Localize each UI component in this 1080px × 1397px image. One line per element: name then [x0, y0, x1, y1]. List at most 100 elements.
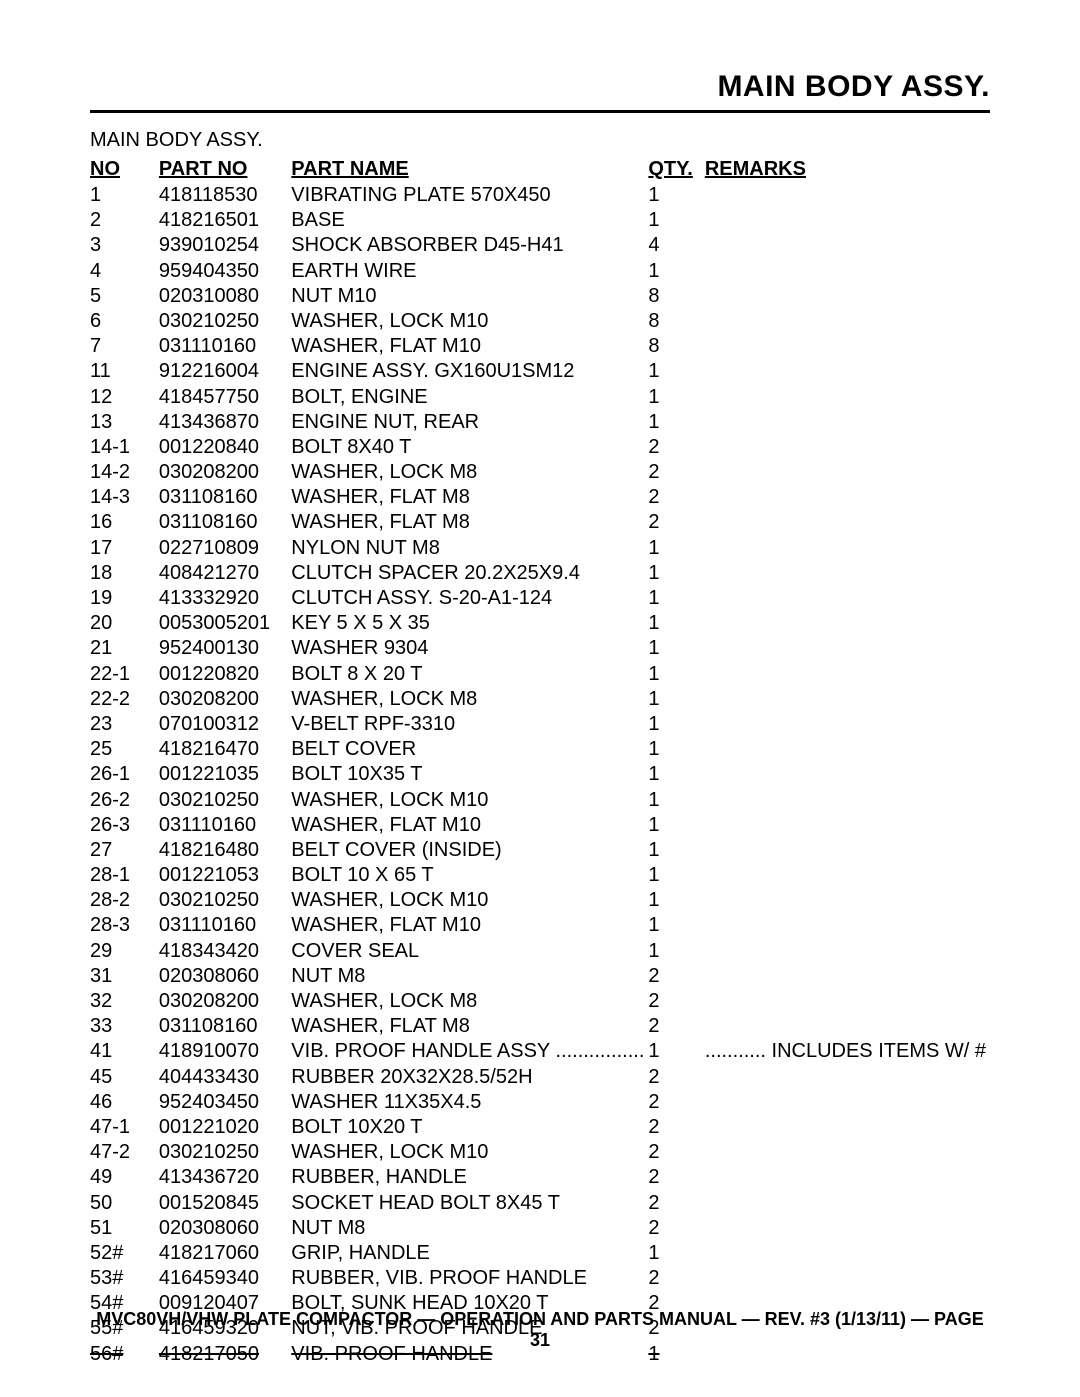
cell-qty: 2 [648, 1140, 704, 1165]
cell-qty: 1 [648, 359, 704, 384]
cell-remarks [705, 510, 990, 535]
cell-part-name: EARTH WIRE [291, 259, 648, 284]
cell-part-name: WASHER, LOCK M8 [291, 989, 648, 1014]
cell-remarks [705, 536, 990, 561]
cell-part-name: BOLT 8X40 T [291, 435, 648, 460]
cell-remarks [705, 611, 990, 636]
cell-qty: 2 [648, 1090, 704, 1115]
cell-remarks [705, 359, 990, 384]
cell-part-no: 408421270 [159, 561, 291, 586]
cell-qty: 2 [648, 1266, 704, 1291]
cell-part-no: 031108160 [159, 510, 291, 535]
cell-part-no: 001520845 [159, 1191, 291, 1216]
cell-qty: 2 [648, 1065, 704, 1090]
table-row: 26-3031110160WASHER, FLAT M101 [90, 813, 990, 838]
cell-qty: 1 [648, 1241, 704, 1266]
cell-part-no: 404433430 [159, 1065, 291, 1090]
cell-part-no: 020308060 [159, 964, 291, 989]
cell-qty: 1 [648, 813, 704, 838]
cell-part-name: GRIP, HANDLE [291, 1241, 648, 1266]
cell-part-name: BELT COVER (INSIDE) [291, 838, 648, 863]
cell-part-no: 020310080 [159, 284, 291, 309]
cell-remarks [705, 989, 990, 1014]
cell-no: 16 [90, 510, 159, 535]
table-row: 3939010254SHOCK ABSORBER D45-H414 [90, 233, 990, 258]
cell-remarks [705, 233, 990, 258]
cell-part-no: 418457750 [159, 385, 291, 410]
cell-qty: 1 [648, 1039, 704, 1064]
cell-remarks [705, 1241, 990, 1266]
cell-qty: 2 [648, 435, 704, 460]
table-row: 17022710809NYLON NUT M81 [90, 536, 990, 561]
cell-part-no: 031110160 [159, 913, 291, 938]
cell-remarks [705, 1065, 990, 1090]
cell-no: 26-1 [90, 762, 159, 787]
cell-part-name: WASHER, FLAT M8 [291, 1014, 648, 1039]
table-row: 49413436720RUBBER, HANDLE2 [90, 1165, 990, 1190]
cell-remarks [705, 964, 990, 989]
cell-part-name: WASHER, LOCK M10 [291, 1140, 648, 1165]
cell-part-name: VIBRATING PLATE 570X450 [291, 183, 648, 208]
cell-part-no: 030210250 [159, 788, 291, 813]
cell-remarks [705, 586, 990, 611]
cell-part-name: WASHER, LOCK M10 [291, 788, 648, 813]
cell-no: 29 [90, 939, 159, 964]
table-row: 22-2030208200WASHER, LOCK M81 [90, 687, 990, 712]
cell-no: 14-3 [90, 485, 159, 510]
table-row: 12418457750BOLT, ENGINE1 [90, 385, 990, 410]
cell-qty: 1 [648, 208, 704, 233]
cell-part-no: 939010254 [159, 233, 291, 258]
table-row: 32030208200WASHER, LOCK M82 [90, 989, 990, 1014]
header-remarks: REMARKS [705, 158, 990, 183]
cell-qty: 2 [648, 1191, 704, 1216]
cell-no: 26-2 [90, 788, 159, 813]
table-row: 21952400130WASHER 93041 [90, 636, 990, 661]
cell-part-name: BOLT 10 X 65 T [291, 863, 648, 888]
cell-qty: 1 [648, 838, 704, 863]
cell-qty: 2 [648, 485, 704, 510]
cell-part-no: 413436870 [159, 410, 291, 435]
table-row: 11912216004ENGINE ASSY. GX160U1SM121 [90, 359, 990, 384]
cell-part-no: 031108160 [159, 1014, 291, 1039]
cell-part-no: 413332920 [159, 586, 291, 611]
cell-no: 6 [90, 309, 159, 334]
table-row: 46952403450WASHER 11X35X4.52 [90, 1090, 990, 1115]
cell-part-no: 030210250 [159, 1140, 291, 1165]
cell-remarks [705, 687, 990, 712]
cell-part-name: WASHER, LOCK M8 [291, 460, 648, 485]
cell-part-name: BOLT 10X20 T [291, 1115, 648, 1140]
cell-qty: 2 [648, 1216, 704, 1241]
cell-part-name: RUBBER, VIB. PROOF HANDLE [291, 1266, 648, 1291]
cell-part-no: 030208200 [159, 687, 291, 712]
cell-part-no: 418118530 [159, 183, 291, 208]
page-footer: MVC80VH/VHW PLATE COMPACTOR — OPERATION … [90, 1309, 990, 1351]
cell-part-name: RUBBER, HANDLE [291, 1165, 648, 1190]
header-part-name: PART NAME [291, 158, 648, 183]
cell-no: 4 [90, 259, 159, 284]
cell-no: 50 [90, 1191, 159, 1216]
cell-part-no: 0053005201 [159, 611, 291, 636]
table-header-row: NO PART NO PART NAME QTY. REMARKS [90, 158, 990, 183]
header-qty: QTY. [648, 158, 704, 183]
table-row: 25418216470BELT COVER1 [90, 737, 990, 762]
table-row: 53#416459340RUBBER, VIB. PROOF HANDLE2 [90, 1266, 990, 1291]
cell-part-no: 959404350 [159, 259, 291, 284]
table-row: 28-2030210250WASHER, LOCK M101 [90, 888, 990, 913]
cell-part-name: NYLON NUT M8 [291, 536, 648, 561]
cell-qty: 1 [648, 586, 704, 611]
table-row: 22-1001220820BOLT 8 X 20 T1 [90, 662, 990, 687]
cell-part-name: BOLT 10X35 T [291, 762, 648, 787]
cell-part-no: 418217060 [159, 1241, 291, 1266]
cell-qty: 1 [648, 737, 704, 762]
cell-qty: 1 [648, 913, 704, 938]
cell-remarks [705, 762, 990, 787]
cell-no: 53# [90, 1266, 159, 1291]
cell-remarks [705, 1090, 990, 1115]
cell-qty: 1 [648, 939, 704, 964]
cell-qty: 1 [648, 183, 704, 208]
title-rule [90, 110, 990, 113]
cell-remarks [705, 1140, 990, 1165]
cell-remarks [705, 460, 990, 485]
table-row: 47-2030210250WASHER, LOCK M102 [90, 1140, 990, 1165]
cell-no: 46 [90, 1090, 159, 1115]
